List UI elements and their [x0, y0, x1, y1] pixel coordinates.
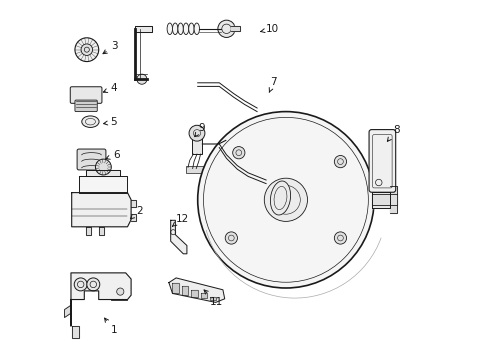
Polygon shape [371, 192, 389, 208]
Circle shape [334, 232, 346, 244]
Circle shape [189, 125, 204, 141]
Text: 9: 9 [194, 123, 204, 137]
Polygon shape [72, 326, 79, 338]
Ellipse shape [270, 181, 290, 215]
Polygon shape [131, 200, 136, 207]
Text: 7: 7 [268, 77, 277, 93]
Polygon shape [389, 186, 396, 213]
Ellipse shape [81, 116, 99, 127]
Text: 6: 6 [106, 150, 120, 160]
Circle shape [218, 20, 235, 37]
Polygon shape [172, 283, 179, 293]
Polygon shape [168, 278, 224, 302]
Polygon shape [79, 176, 127, 193]
Polygon shape [86, 170, 120, 176]
Circle shape [334, 156, 346, 168]
Polygon shape [170, 220, 186, 254]
Text: 12: 12 [172, 213, 188, 226]
Text: 11: 11 [203, 290, 223, 307]
Text: 1: 1 [104, 318, 117, 336]
Circle shape [197, 112, 373, 288]
Polygon shape [200, 293, 206, 298]
Circle shape [95, 159, 111, 175]
Polygon shape [86, 227, 91, 235]
Circle shape [75, 38, 99, 62]
Polygon shape [72, 193, 131, 227]
Polygon shape [231, 26, 240, 31]
Ellipse shape [172, 23, 178, 35]
Polygon shape [134, 26, 151, 32]
Polygon shape [131, 214, 136, 221]
Ellipse shape [183, 23, 188, 35]
Circle shape [117, 288, 123, 295]
Polygon shape [371, 194, 396, 205]
FancyBboxPatch shape [368, 130, 395, 192]
Ellipse shape [188, 23, 194, 35]
FancyBboxPatch shape [70, 87, 102, 103]
Circle shape [137, 74, 146, 84]
Text: 5: 5 [103, 117, 117, 127]
Polygon shape [209, 297, 216, 300]
Circle shape [264, 178, 307, 221]
Ellipse shape [178, 23, 183, 35]
Text: 10: 10 [260, 24, 279, 34]
Text: 3: 3 [103, 41, 118, 54]
Circle shape [232, 147, 244, 159]
Text: 4: 4 [103, 83, 117, 93]
Polygon shape [99, 227, 104, 235]
Circle shape [81, 44, 92, 55]
Ellipse shape [167, 23, 172, 35]
Ellipse shape [194, 23, 199, 35]
FancyBboxPatch shape [77, 149, 106, 170]
Polygon shape [64, 305, 71, 318]
Polygon shape [71, 273, 131, 326]
Bar [191, 136, 202, 154]
Text: 2: 2 [130, 206, 143, 219]
Text: 8: 8 [386, 125, 399, 141]
FancyBboxPatch shape [75, 100, 97, 112]
Circle shape [74, 278, 87, 291]
Circle shape [225, 232, 237, 244]
Circle shape [87, 278, 100, 291]
Polygon shape [191, 290, 197, 297]
Bar [186, 166, 204, 173]
Polygon shape [182, 286, 188, 295]
